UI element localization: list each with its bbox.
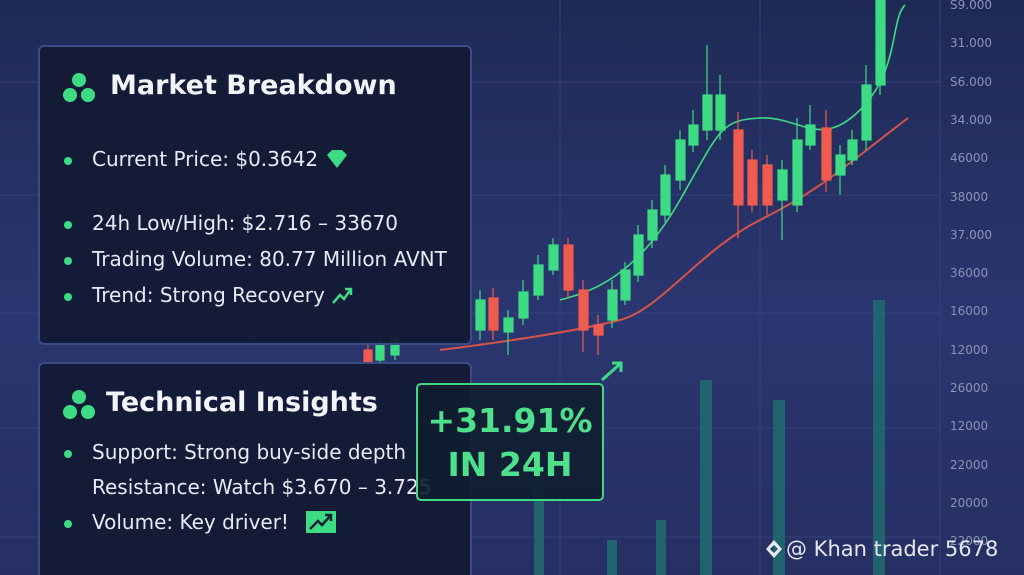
trend-icon [332,287,353,304]
volume-bar [607,540,617,575]
list-item: Support: Strong buy-side depth [92,440,407,464]
change-value: +31.91% [427,401,593,440]
candle [563,238,574,298]
volume-bar [534,470,544,575]
candle [805,105,816,150]
axis-label: 22000 [950,534,989,549]
axis-label: 34.000 [950,112,992,127]
candle [835,145,846,195]
candle [533,255,544,300]
axis-label: S9.000 [950,0,992,12]
item-text: Volume: Key driver! [92,510,289,534]
axis-label: 37.000 [950,227,992,242]
candles [363,0,886,368]
candle [821,110,832,192]
bullet [64,293,72,301]
market-breakdown-panel: Market Breakdown Current Price: $0.3642 … [38,45,472,345]
candle [675,130,686,190]
candle [647,200,658,248]
candle [660,165,671,222]
candle [792,118,803,212]
axis-label: 16000 [950,304,989,319]
axis-label: 31.000 [950,36,992,51]
candle [875,0,886,95]
list-item: Trading Volume: 80.77 Million AVNT [92,247,447,271]
candle [702,45,713,140]
moving-average [439,117,909,351]
candle [620,262,631,305]
panel-title: Technical Insights [106,387,378,418]
bullet [64,450,72,458]
axis-label: 36000 [950,266,989,281]
candle [607,280,618,328]
candle [548,238,559,275]
list-item: Resistance: Watch $3.670 – 3.725 [92,475,432,499]
bullet [64,157,72,165]
bullet [64,221,72,229]
candle [847,130,858,165]
axis-label: S6.000 [950,74,992,89]
volume-bar [700,380,712,575]
watermark: @ Khan trader 5678 [762,537,998,561]
candle [747,150,758,212]
logo [766,540,782,558]
axis-label: 12000 [950,342,989,357]
bullet [64,520,72,528]
volume-bar [873,300,885,575]
volume-bar [656,520,666,575]
bullet [64,257,72,265]
candle [861,65,872,150]
list-item: Volume: Key driver! [92,510,339,534]
axis-label: 22000 [950,457,989,472]
axis-label: 38000 [950,189,989,204]
change-badge: +31.91% IN 24H [416,383,604,501]
volume-bar [773,400,785,575]
candle [488,288,499,340]
up-arrow [601,361,623,382]
axis-label: 26000 [950,381,989,395]
candle [762,155,773,215]
item-text: Current Price: $0.3642 [92,147,319,171]
watermark-text: @ Khan trader 5678 [786,537,999,561]
candle [578,280,589,352]
candle [733,112,744,238]
candle [688,110,699,152]
candle [715,75,726,140]
candle [503,310,514,355]
axis-label: 20000 [950,495,989,510]
candle [593,315,604,355]
trend-icon [306,511,337,533]
axis-label: 46000 [950,151,989,166]
item-text: Trend: Strong Recovery [92,283,325,307]
candle [518,280,529,325]
icon [63,73,95,102]
volume-bars [534,300,885,575]
icon [63,390,95,419]
list-item: Current Price: $0.3642 [92,147,350,171]
candle [777,160,788,240]
list-item: 24h Low/High: $2.716 – 33670 [92,211,398,235]
candle [475,290,486,340]
technical-insights-panel: Technical Insights Support: Strong buy-s… [38,362,472,575]
panel-title: Market Breakdown [110,70,397,101]
gem-icon [327,150,348,168]
axis-label: 12000 [950,419,989,434]
change-period: IN 24H [447,445,573,484]
candle [633,225,644,282]
list-item: Trend: Strong Recovery [92,283,353,307]
